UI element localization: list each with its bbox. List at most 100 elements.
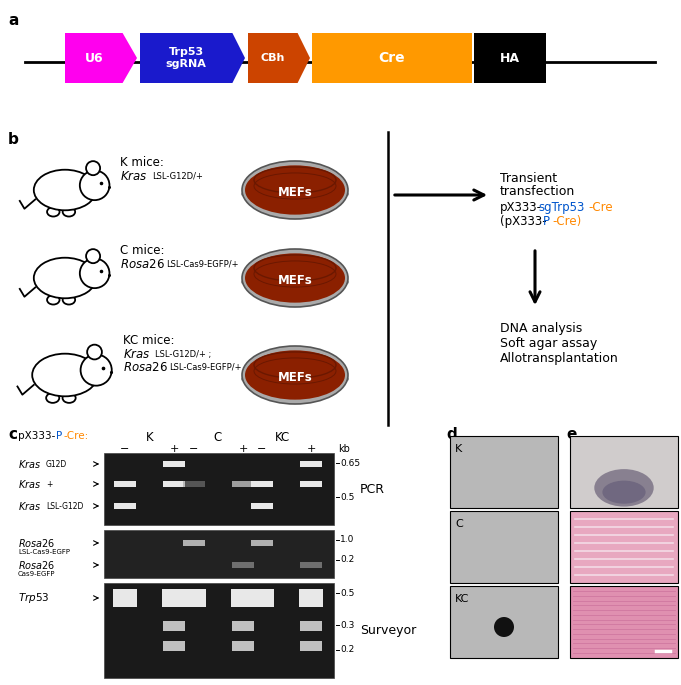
- Text: LSL-Cas9-EGFP: LSL-Cas9-EGFP: [18, 549, 70, 555]
- Text: P: P: [56, 431, 62, 441]
- Bar: [300, 621, 322, 631]
- Text: C mice:: C mice:: [120, 243, 165, 256]
- Text: $Kras$: $Kras$: [123, 347, 151, 360]
- Text: $Kras$: $Kras$: [18, 478, 42, 490]
- Circle shape: [87, 345, 102, 360]
- Bar: [162, 589, 186, 607]
- Text: LSL-G12D/+ ;: LSL-G12D/+ ;: [155, 349, 211, 358]
- Text: $Kras$: $Kras$: [18, 458, 42, 470]
- Bar: [300, 461, 322, 467]
- Text: 0.2: 0.2: [340, 645, 354, 654]
- Bar: [450, 586, 558, 658]
- Bar: [474, 33, 546, 83]
- Bar: [113, 589, 137, 607]
- Text: Trp53
sgRNA: Trp53 sgRNA: [165, 47, 206, 68]
- Bar: [570, 586, 678, 658]
- Ellipse shape: [63, 207, 75, 216]
- Bar: [104, 583, 334, 678]
- Bar: [570, 436, 678, 508]
- Text: +: +: [306, 444, 316, 454]
- Text: −: −: [257, 444, 267, 454]
- Text: -Cre: -Cre: [588, 201, 613, 214]
- Circle shape: [80, 258, 110, 288]
- Text: LSL-G12D/+: LSL-G12D/+: [152, 171, 203, 181]
- Text: DNA analysis: DNA analysis: [500, 321, 582, 334]
- Bar: [232, 562, 254, 568]
- Text: b: b: [8, 132, 19, 147]
- Ellipse shape: [245, 350, 345, 399]
- Ellipse shape: [34, 258, 96, 298]
- Text: Allotransplantation: Allotransplantation: [500, 351, 619, 364]
- Bar: [183, 540, 205, 546]
- Circle shape: [86, 161, 100, 175]
- Text: K mice:: K mice:: [120, 155, 164, 169]
- Bar: [299, 589, 323, 607]
- Text: CBh: CBh: [261, 53, 285, 63]
- Text: LSL-G12D: LSL-G12D: [46, 501, 83, 510]
- Ellipse shape: [47, 207, 59, 216]
- Ellipse shape: [241, 184, 349, 204]
- Text: KC: KC: [275, 431, 291, 444]
- Text: 0.5: 0.5: [340, 588, 354, 597]
- Text: $Kras$: $Kras$: [18, 500, 42, 512]
- Bar: [250, 589, 274, 607]
- Bar: [183, 481, 205, 487]
- Ellipse shape: [595, 469, 654, 507]
- Bar: [300, 562, 322, 568]
- Ellipse shape: [242, 249, 348, 307]
- Bar: [251, 503, 273, 509]
- Bar: [570, 511, 678, 583]
- Polygon shape: [140, 33, 245, 83]
- Text: KC: KC: [455, 594, 469, 604]
- Text: $Kras$: $Kras$: [120, 169, 148, 182]
- Circle shape: [494, 617, 514, 637]
- Text: HA: HA: [500, 51, 520, 64]
- Bar: [251, 481, 273, 487]
- Text: $Rosa26$: $Rosa26$: [18, 537, 55, 549]
- Text: U6: U6: [84, 51, 103, 64]
- Bar: [163, 461, 185, 467]
- Ellipse shape: [63, 295, 75, 305]
- Ellipse shape: [47, 295, 59, 305]
- Bar: [450, 436, 558, 508]
- Text: 1.0: 1.0: [340, 536, 354, 545]
- Text: +: +: [46, 479, 52, 488]
- Bar: [104, 453, 334, 525]
- Circle shape: [86, 249, 100, 263]
- Text: $Rosa26$: $Rosa26$: [18, 559, 55, 571]
- Text: pX333-: pX333-: [18, 431, 55, 441]
- Polygon shape: [248, 33, 310, 83]
- Text: MEFs: MEFs: [278, 371, 313, 384]
- Bar: [300, 481, 322, 487]
- Text: 0.5: 0.5: [340, 493, 354, 501]
- Ellipse shape: [245, 253, 345, 303]
- Text: 0.65: 0.65: [340, 458, 360, 467]
- Ellipse shape: [32, 353, 98, 397]
- Text: +: +: [238, 444, 248, 454]
- Text: (pX333-: (pX333-: [500, 214, 547, 227]
- Text: Transient: Transient: [500, 171, 557, 184]
- Bar: [163, 621, 185, 631]
- Text: K: K: [455, 444, 462, 454]
- Ellipse shape: [63, 393, 76, 403]
- Text: LSL-Cas9-EGFP/+: LSL-Cas9-EGFP/+: [166, 260, 238, 269]
- Circle shape: [80, 355, 112, 386]
- Bar: [163, 641, 185, 651]
- Text: kb: kb: [338, 444, 350, 454]
- Bar: [450, 511, 558, 583]
- Text: K: K: [146, 431, 154, 444]
- Text: 0.3: 0.3: [340, 621, 354, 630]
- Text: MEFs: MEFs: [278, 273, 313, 286]
- Bar: [114, 481, 136, 487]
- Text: C: C: [214, 431, 222, 444]
- Text: P: P: [543, 214, 550, 227]
- Bar: [163, 481, 185, 487]
- Text: G12D: G12D: [46, 460, 67, 469]
- Bar: [232, 621, 254, 631]
- Text: Cre: Cre: [379, 51, 405, 65]
- Ellipse shape: [34, 170, 96, 210]
- Text: Cas9-EGFP: Cas9-EGFP: [18, 571, 55, 577]
- Text: e: e: [566, 427, 576, 442]
- Text: d: d: [446, 427, 457, 442]
- Bar: [232, 481, 254, 487]
